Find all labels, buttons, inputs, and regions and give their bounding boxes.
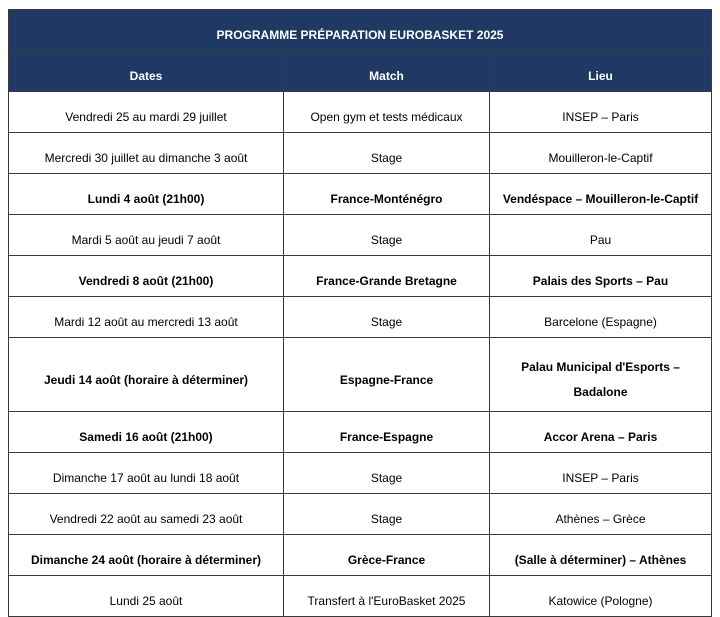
table-row: Jeudi 14 août (horaire à déterminer) Espa… [8, 337, 713, 412]
table-cell: Pau [488, 214, 713, 256]
table-cell: Stage [283, 214, 490, 256]
table-cell: Mouilleron-le-Captif [488, 132, 713, 174]
table-cell: Espagne-France [283, 337, 490, 412]
column-header: Lieu [488, 50, 713, 92]
table-cell: Barcelone (Espagne) [488, 296, 713, 338]
table-row: Lundi 4 août (21h00) France-Monténégro Ven… [8, 173, 713, 215]
table-cell: France-Monténégro [283, 173, 490, 215]
table-cell: Palau Municipal d'Esports – Badalone [488, 337, 713, 412]
schedule-table: PROGRAMME PRÉPARATION EUROBASKET 2025 Da… [7, 9, 713, 617]
table-cell: Mardi 5 août au jeudi 7 août [8, 214, 284, 256]
table-cell: Athènes – Grèce [488, 493, 713, 535]
table-row: Mardi 12 août au mercredi 13 août Stage Ba… [8, 296, 713, 338]
table-row: Vendredi 25 au mardi 29 juillet Open gym … [8, 91, 713, 133]
table-cell: Vendéspace – Mouilleron-le-Captif [488, 173, 713, 215]
table-cell: Lundi 25 août [8, 575, 284, 617]
table-row: Mercredi 30 juillet au dimanche 3 août St… [8, 132, 713, 174]
table-row: Lundi 25 août Transfert à l'EuroBasket 20… [8, 575, 713, 617]
table-title: PROGRAMME PRÉPARATION EUROBASKET 2025 [7, 9, 713, 51]
table-cell: Katowice (Pologne) [488, 575, 713, 617]
table-cell: Accor Arena – Paris [488, 411, 713, 453]
table-cell: Transfert à l'EuroBasket 2025 [283, 575, 490, 617]
table-cell: (Salle à déterminer) – Athènes [488, 534, 713, 576]
table-cell: Vendredi 25 au mardi 29 juillet [8, 91, 284, 133]
table-cell: Samedi 16 août (21h00) [8, 411, 284, 453]
table-cell: INSEP – Paris [488, 452, 713, 494]
table-body: Vendredi 25 au mardi 29 juillet Open gym … [8, 91, 713, 617]
table-row: Vendredi 8 août (21h00) France-Grande Bre… [8, 255, 713, 297]
table-cell: Open gym et tests médicaux [283, 91, 490, 133]
table-cell: Stage [283, 493, 490, 535]
column-header: Match [283, 50, 490, 92]
table-cell: Vendredi 8 août (21h00) [8, 255, 284, 297]
page: {"table": { "title": "PROGRAMME PRÉPARAT… [7, 9, 713, 617]
table-row: Dimanche 24 août (horaire à déterminer) G… [8, 534, 713, 576]
table-row: Vendredi 22 août au samedi 23 août Stage A… [8, 493, 713, 535]
table-cell: Stage [283, 296, 490, 338]
table-cell: Vendredi 22 août au samedi 23 août [8, 493, 284, 535]
table-row: Mardi 5 août au jeudi 7 août Stage Pau [8, 214, 713, 256]
table-cell: France-Espagne [283, 411, 490, 453]
table-row: Samedi 16 août (21h00) France-Espagne Acco… [8, 411, 713, 453]
table-cell: France-Grande Bretagne [283, 255, 490, 297]
table-cell: Mardi 12 août au mercredi 13 août [8, 296, 284, 338]
header-row: Dates Match Lieu [8, 50, 713, 92]
table-cell: Lundi 4 août (21h00) [8, 173, 284, 215]
table-cell: Mercredi 30 juillet au dimanche 3 août [8, 132, 284, 174]
table-cell: Dimanche 24 août (horaire à déterminer) [8, 534, 284, 576]
table-cell: Grèce-France [283, 534, 490, 576]
table-cell: INSEP – Paris [488, 91, 713, 133]
table-cell: Palais des Sports – Pau [488, 255, 713, 297]
table-cell: Jeudi 14 août (horaire à déterminer) [8, 337, 284, 412]
table-cell: Stage [283, 452, 490, 494]
table-row: Dimanche 17 août au lundi 18 août Stage IN… [8, 452, 713, 494]
column-header: Dates [8, 50, 284, 92]
table-cell: Stage [283, 132, 490, 174]
table-cell: Dimanche 17 août au lundi 18 août [8, 452, 284, 494]
